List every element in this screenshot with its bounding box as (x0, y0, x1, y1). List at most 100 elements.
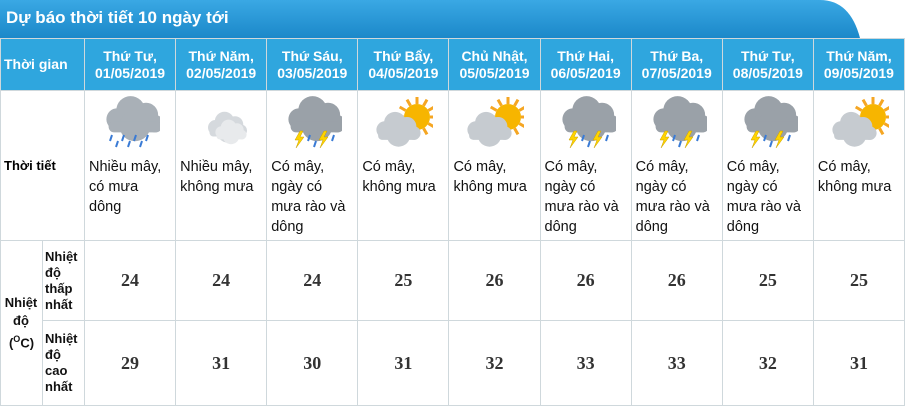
sun-ray (399, 105, 407, 112)
rain-drop (133, 134, 137, 142)
sun-ray (490, 105, 498, 112)
weather-cell: Nhiều mây, không mưa (175, 90, 268, 241)
weather-icon (288, 96, 343, 149)
cloud-base (834, 131, 875, 140)
rain-drop (307, 134, 312, 142)
sub-label: Nhiệt độ cao nhất (42, 320, 85, 406)
day-date: 01/05/2019 (95, 64, 166, 81)
unit-sup: O (13, 333, 21, 344)
weather-icon (376, 97, 434, 147)
day-header: Chủ Nhật, 05/05/2019 (448, 38, 541, 91)
day-name: Thứ Tư, (740, 47, 795, 64)
low-temp: 24 (266, 240, 359, 321)
rain-drop (313, 140, 318, 148)
rain-drop (121, 134, 125, 142)
lightning (318, 130, 329, 149)
day-header: Thứ Năm, 09/05/2019 (812, 38, 905, 91)
high-temp: 30 (266, 320, 359, 406)
cloud-base (746, 121, 798, 133)
low-temp: 25 (357, 240, 450, 321)
low-temp: 24 (83, 240, 177, 321)
rain-drop (109, 134, 113, 142)
high-temp: 31 (357, 320, 450, 406)
weather-cell: Có mây, ngày có mưa rào và dông (721, 90, 814, 241)
weather-text: Có mây, ngày có mưa rào và dông (271, 159, 346, 235)
row-label: Nhiệt độ (OC) (0, 240, 43, 406)
header-label: Thời gian (0, 38, 85, 91)
sun-ray (878, 98, 885, 107)
cloud (653, 96, 707, 142)
day-date: 09/05/2019 (823, 64, 894, 81)
low-temp: 26 (539, 240, 632, 321)
weather-text: Nhiều mây, không mưa (180, 159, 254, 195)
rain-drop (768, 140, 773, 148)
rain-drop (604, 134, 609, 142)
sun-ray (497, 98, 504, 107)
weather-cell: Có mây, không mưa (448, 90, 541, 241)
cloud-base (655, 121, 707, 133)
weather-cell: Có mây, ngày có mưa rào và dông (539, 90, 632, 241)
weather-text: Có mây, không mưa (362, 159, 436, 195)
cloud (744, 96, 798, 142)
cloud (106, 96, 161, 142)
low-temp: 26 (448, 240, 541, 321)
rain-drop (139, 140, 143, 148)
day-name: Thứ Bẩy, (373, 47, 434, 64)
day-name: Thứ Hai, (557, 47, 614, 64)
low-row: Nhiệt độ (OC) Nhiệt độ thấp nhất 24 24 24 25 26… (0, 240, 905, 406)
title-tab (0, 0, 860, 38)
day-header: Thứ Tư, 01/05/2019 (83, 38, 177, 91)
weather-cell: Có mây, không mưa (812, 90, 905, 241)
day-name: Thứ Tư, (103, 47, 157, 64)
rain-drop (331, 134, 336, 142)
weather-text: Có mây, ngày có mưa rào và dông (544, 159, 619, 235)
cloud-base (564, 121, 616, 133)
cloud-base (216, 133, 246, 140)
day-name: Thứ Năm, (188, 47, 254, 64)
cloud-base (469, 131, 511, 140)
sun-ray (513, 127, 520, 136)
sun-ray (883, 122, 889, 128)
weather-text: Có mây, ngày có mưa rào và dông (726, 159, 801, 235)
row-label: Thời tiết (0, 90, 85, 241)
weather-row: Thời tiết Nhiều mây, có mưa dông Nhiều mây… (0, 90, 905, 241)
weather-text: Có mây, không mưa (453, 159, 527, 195)
low-temp: 24 (175, 240, 268, 321)
rain-drop (677, 140, 682, 148)
cloud (561, 96, 616, 142)
high-temp: 33 (630, 320, 723, 406)
temp-label: Nhiệt độ (4, 294, 38, 328)
unit-open: ( (8, 335, 14, 351)
lightning (750, 130, 761, 149)
weather-icon (208, 111, 248, 145)
cloud (288, 96, 343, 142)
sun-ray (513, 98, 520, 107)
sun-ray (422, 127, 429, 136)
cloud (376, 111, 421, 147)
lightning (659, 130, 670, 149)
weather-icon (561, 96, 616, 149)
lightning (294, 130, 305, 149)
lightning (774, 130, 785, 149)
day-date: 07/05/2019 (641, 64, 712, 81)
weather-cell: Có mây, không mưa (357, 90, 450, 241)
day-name: Thứ Sáu, (281, 47, 343, 64)
weather-icon (467, 97, 525, 147)
sun-ray (883, 106, 889, 112)
weather-text: Có mây, không mưa (817, 159, 892, 195)
forecast-table: Thời gian Thứ Tư, 01/05/2019 Thứ Năm, 02/05/… (0, 38, 905, 406)
cloud-base (108, 121, 161, 133)
rain-drop (762, 134, 767, 142)
cloud-base (290, 121, 343, 133)
weather-icon (106, 96, 161, 148)
high-temp: 29 (83, 320, 177, 406)
unit-label: (OC) (1, 330, 42, 352)
cloud (467, 111, 513, 147)
day-header: Thứ Bẩy, 04/05/2019 (357, 38, 450, 91)
sun-ray (518, 106, 525, 112)
day-date: 05/05/2019 (459, 64, 530, 81)
rain-drop (580, 134, 585, 142)
title: Dự báo thời tiết 10 ngày tới (6, 8, 229, 27)
sun-ray (427, 106, 434, 112)
weather-text: Nhiều mây, có mưa dông (89, 159, 162, 215)
